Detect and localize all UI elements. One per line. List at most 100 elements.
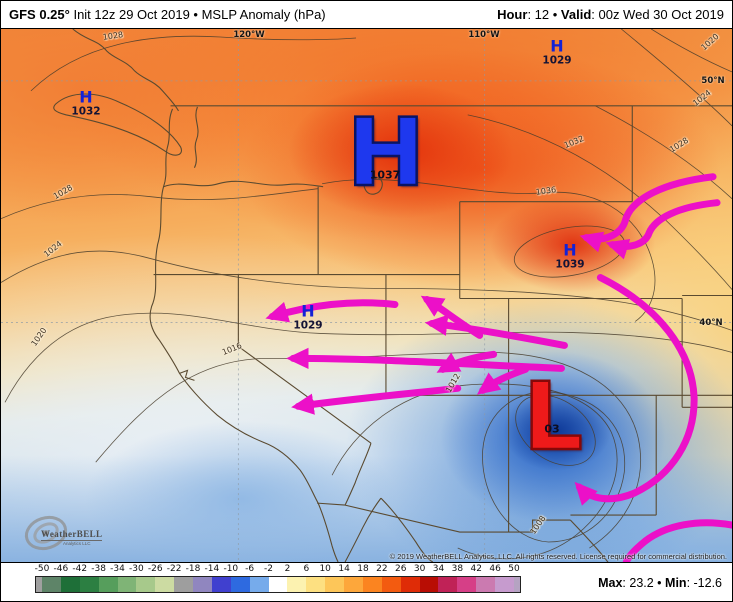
colorbar-cell (249, 577, 269, 592)
contour-value-label: 1028 (667, 135, 691, 155)
colorbar-cell (136, 577, 156, 592)
hour-value: : 12 • (527, 7, 561, 22)
max-label: Max (598, 576, 623, 590)
pressure-center: H 1029 (293, 303, 322, 331)
map-label-layer: 1028 1020 1024 1028 1032 1036 1028 1024 1020 1016… (1, 29, 732, 562)
valid-value: : 00z Wed 30 Oct 2019 (591, 7, 724, 22)
copyright-notice: © 2019 WeatherBELL Analytics, LLC. All r… (389, 552, 727, 561)
pressure-center-value: 1029 (293, 319, 323, 332)
colorbar-tick-label: 38 (451, 564, 464, 574)
colorbar-cell (381, 577, 401, 592)
colorbar-cell (193, 577, 212, 592)
title-left: GFS 0.25° Init 12z 29 Oct 2019 • MSLP An… (9, 7, 326, 22)
max-value: : 23.2 • (622, 576, 666, 590)
colorbar-cell (344, 577, 363, 592)
colorbar-cell (362, 577, 382, 592)
init-product-text: Init 12z 29 Oct 2019 • MSLP Anomaly (hPa… (69, 7, 326, 22)
colorbar-tick-label: 18 (357, 564, 369, 574)
colorbar-cell (230, 577, 250, 592)
colorbar-tick-label: -30 (129, 564, 144, 574)
colorbar-extension-high (513, 577, 520, 592)
min-value: : -12.6 (686, 576, 722, 590)
colorbar-tick-label: 30 (413, 564, 426, 574)
colorbar-cell (211, 577, 231, 592)
map-line-art (1, 29, 732, 562)
coastline-state-borders (53, 29, 732, 562)
colorbar-tick-label: 50 (508, 564, 520, 574)
contour-value-label: 1032 (562, 134, 586, 150)
model-name: GFS 0.25° (9, 7, 70, 22)
contour-value-label: 1028 (102, 30, 124, 42)
pressure-center-letter: H (550, 36, 564, 56)
legend-bar: -50 -46 -42 -38 -34 -30 -26 -22 -18 -14 -10 -6 -2 2 6 1… (1, 562, 732, 601)
title-bar: GFS 0.25° Init 12z 29 Oct 2019 • MSLP An… (1, 1, 732, 29)
colorbar-tick-label: -50 (34, 564, 50, 574)
logo-subtext: Analytics LLC (63, 541, 91, 546)
graticule-label: 50°N (701, 76, 725, 86)
colorbar-cell (155, 577, 175, 592)
flow-arrows (265, 173, 732, 562)
contour-value-label: 1020 (29, 326, 49, 348)
pressure-center: H 1039 (555, 242, 584, 270)
map-canvas[interactable]: 1028 1020 1024 1028 1032 1036 1028 1024 1020 1016… (1, 29, 732, 562)
colorbar-tick-label: -34 (110, 564, 125, 574)
colorbar-cell (98, 577, 118, 592)
colorbar-tick-label: -6 (245, 564, 255, 574)
colorbar-cell (325, 577, 344, 592)
colorbar-tick-label: 2 (284, 564, 291, 574)
pressure-center: H 1029 (542, 38, 571, 66)
colorbar-cell (42, 577, 61, 592)
contour-value-label: 1008 (528, 514, 548, 536)
colorbar-cell (438, 577, 458, 592)
colorbar-wrap: -50 -46 -42 -38 -34 -30 -26 -22 -18 -14 -10 -6 -2 2 6 1… (35, 563, 521, 601)
colorbar-tick-label: 46 (489, 564, 501, 574)
valid-label: Valid (560, 7, 592, 22)
contour-value-label: 1020 (699, 31, 721, 53)
colorbar-tick-label: -18 (185, 564, 201, 574)
colorbar-cell (60, 577, 80, 592)
colorbar-cell (79, 577, 99, 592)
colorbar (35, 576, 521, 593)
colorbar-cell (476, 577, 495, 592)
colorbar-tick-label: -10 (223, 564, 239, 574)
pressure-center-letter: H (301, 301, 315, 321)
colorbar-tick-label: -22 (166, 564, 182, 574)
colorbar-tick-label: 10 (319, 564, 331, 574)
hour-label: Hour (497, 7, 528, 22)
colorbar-tick-label: -26 (147, 564, 163, 574)
graticule-label: 40°N (699, 318, 723, 328)
big-high-value: 1037 (369, 168, 401, 182)
contour-value-label: 1024 (691, 88, 713, 108)
contour-value-label: 1012 (444, 371, 462, 395)
pressure-center-letter: H (79, 87, 93, 107)
colorbar-tick-label: -46 (53, 564, 69, 574)
contour-value-label: 1016 (220, 341, 244, 357)
colorbar-tick-label: 26 (394, 564, 407, 574)
colorbar-tick-label: 42 (470, 564, 482, 574)
colorbar-cell (457, 577, 477, 592)
big-low-value: 03 (544, 422, 560, 436)
colorbar-tick-label: -2 (264, 564, 274, 574)
graticule-label: 120°W (233, 30, 265, 40)
weatherbell-logo-spiral (24, 515, 68, 551)
colorbar-tick-label: -42 (72, 564, 88, 574)
colorbar-cell (400, 577, 420, 592)
logo-text: WeatherBELL (41, 529, 103, 541)
title-right: Hour: 12 • Valid: 00z Wed 30 Oct 2019 (497, 7, 724, 22)
colorbar-tick-label: 6 (303, 564, 310, 574)
colorbar-cell (306, 577, 326, 592)
colorbar-cell (287, 577, 307, 592)
graticule-label: 110°W (468, 30, 500, 40)
colorbar-tick-label: 14 (338, 564, 350, 574)
colorbar-cell (174, 577, 193, 592)
contour-value-label: 1024 (42, 239, 64, 259)
pressure-center-value: 1039 (555, 258, 585, 271)
colorbar-tick-label: -14 (204, 564, 220, 574)
max-min-readout: Max: 23.2 • Min: -12.6 (598, 576, 722, 590)
big-low-letter: L (522, 363, 584, 473)
min-label: Min (665, 576, 687, 590)
pressure-center-value: 1032 (71, 105, 101, 118)
pressure-center-letter: H (563, 240, 577, 260)
colorbar-cell (419, 577, 439, 592)
